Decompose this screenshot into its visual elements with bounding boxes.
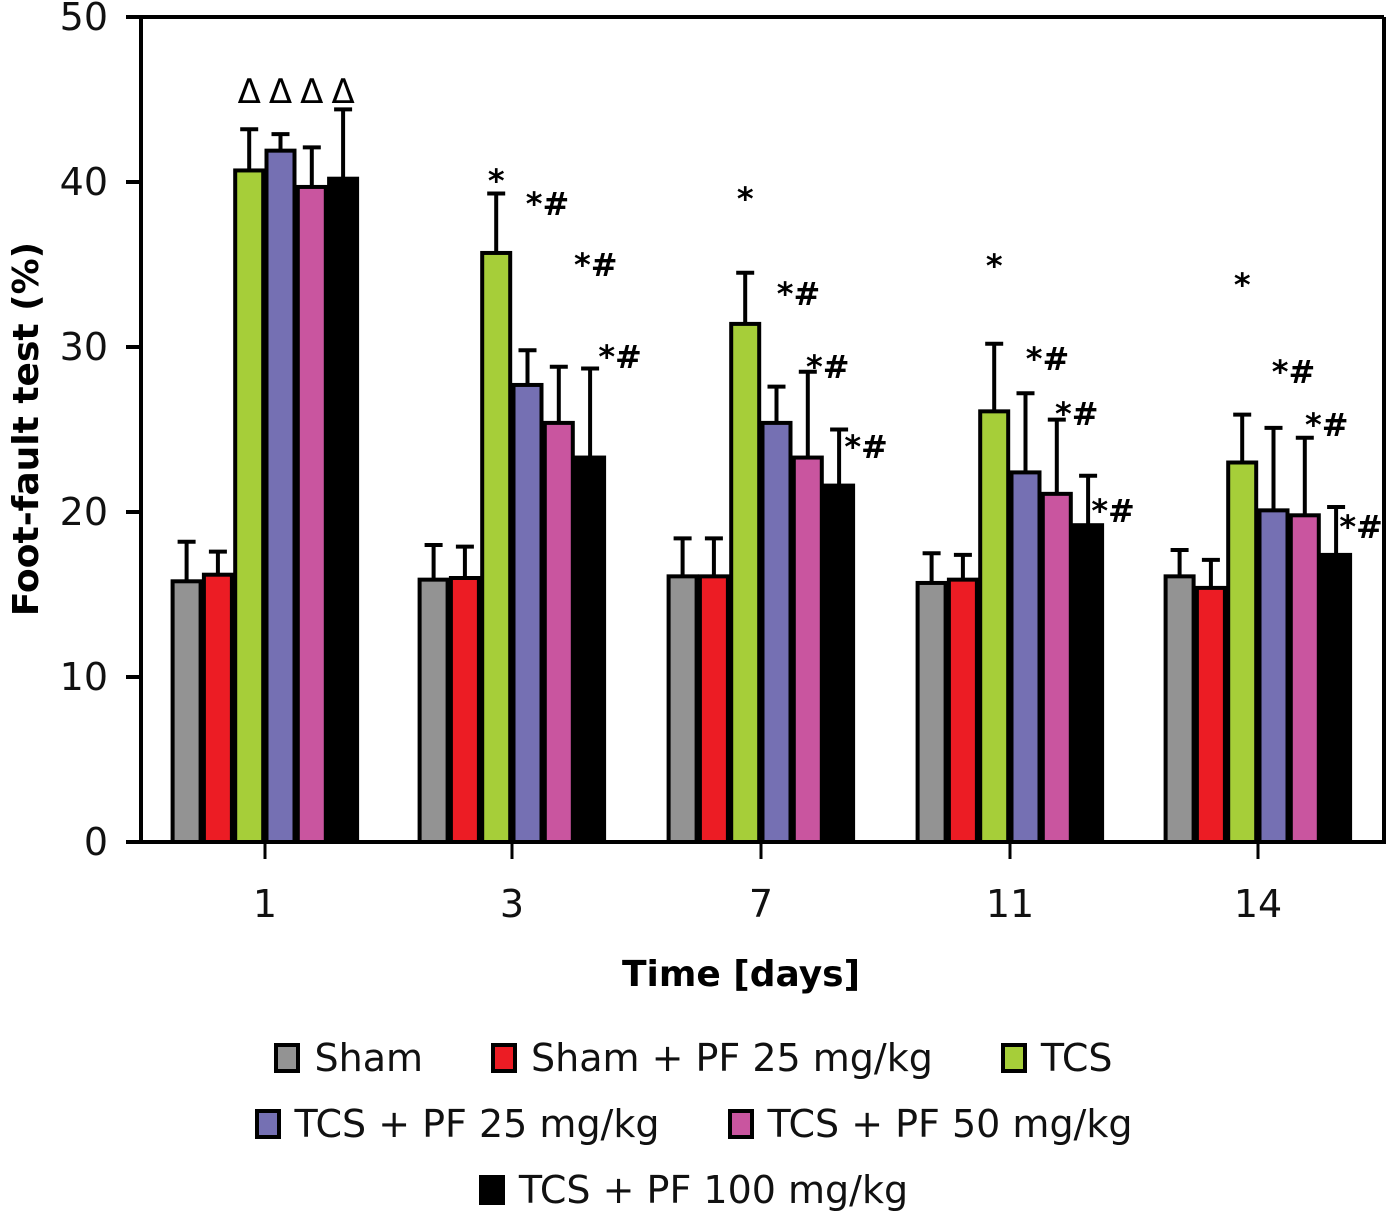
significance-marker: *# xyxy=(844,428,888,466)
significance-marker: *# xyxy=(598,338,642,376)
axes: 0 10 20 30 40 50 1 3 7 11 14 xyxy=(60,0,1386,926)
legend-row: TCS + PF 25 mg/kg TCS + PF 50 mg/kg xyxy=(0,1091,1387,1157)
significance-marker: * xyxy=(1234,266,1251,304)
significance-marker: * xyxy=(737,180,754,218)
y-tick-label: 40 xyxy=(60,160,108,204)
bar xyxy=(666,574,699,844)
legend-label: Sham + PF 25 mg/kg xyxy=(531,1036,933,1080)
bar xyxy=(1194,585,1227,845)
bar xyxy=(170,579,203,844)
delta-annotation: Δ xyxy=(269,72,292,112)
legend-row: TCS + PF 100 mg/kg xyxy=(0,1157,1387,1223)
legend-swatch xyxy=(254,1109,281,1139)
bar xyxy=(1163,574,1196,844)
significance-marker: * xyxy=(488,162,505,200)
legend-item: TCS + PF 100 mg/kg xyxy=(478,1168,909,1212)
x-tick-label: 7 xyxy=(749,882,773,926)
bar xyxy=(978,409,1011,844)
bar xyxy=(791,455,824,844)
bar xyxy=(915,580,948,844)
bar xyxy=(946,577,979,845)
bar xyxy=(295,184,328,844)
significance-annotations: Δ Δ Δ Δ**#*#*#**#*#*#**#*#*#**#*#*# xyxy=(238,72,1383,546)
significance-marker: *# xyxy=(777,275,821,313)
bar xyxy=(417,577,450,845)
y-tick-label: 0 xyxy=(84,820,108,864)
y-tick-label: 30 xyxy=(60,325,108,369)
bar xyxy=(1320,552,1353,845)
bar xyxy=(1040,491,1073,844)
legend-item: TCS + PF 50 mg/kg xyxy=(727,1102,1133,1146)
legend-item: Sham + PF 25 mg/kg xyxy=(491,1036,933,1080)
bar xyxy=(448,576,481,844)
bar xyxy=(1072,523,1105,844)
delta-annotation: Δ xyxy=(300,72,323,112)
x-axis-label: Time [days] xyxy=(622,954,860,995)
legend-item: TCS xyxy=(1000,1036,1113,1080)
significance-marker: *# xyxy=(1272,353,1316,391)
error-bars xyxy=(177,107,1346,588)
y-tick-label: 50 xyxy=(60,0,108,39)
bar xyxy=(729,321,762,844)
x-tick-label: 11 xyxy=(986,882,1034,926)
legend-row: Sham Sham + PF 25 mg/kg TCS xyxy=(0,1025,1387,1091)
significance-marker: *# xyxy=(1339,508,1383,546)
x-tick-label: 14 xyxy=(1234,882,1282,926)
bar xyxy=(1009,470,1042,844)
bar xyxy=(697,574,730,844)
y-tick-label: 20 xyxy=(60,490,108,534)
bar xyxy=(511,382,544,844)
bar xyxy=(542,420,575,844)
legend-label: TCS + PF 50 mg/kg xyxy=(767,1102,1133,1146)
legend-swatch xyxy=(1000,1043,1027,1073)
legend-label: TCS + PF 25 mg/kg xyxy=(294,1102,660,1146)
legend-label: TCS + PF 100 mg/kg xyxy=(518,1168,909,1212)
significance-marker: *# xyxy=(1091,492,1135,530)
significance-marker: *# xyxy=(806,348,850,386)
bar xyxy=(264,148,297,844)
bars xyxy=(170,148,1353,845)
legend-item: TCS + PF 25 mg/kg xyxy=(254,1102,660,1146)
bar xyxy=(574,455,607,844)
significance-marker: *# xyxy=(526,185,570,223)
significance-marker: * xyxy=(986,247,1003,285)
legend-label: TCS xyxy=(1040,1036,1113,1080)
bar xyxy=(1288,513,1321,844)
x-tick-label: 3 xyxy=(500,882,524,926)
significance-marker: *# xyxy=(1055,395,1099,433)
bar xyxy=(480,250,513,844)
delta-annotation: Δ xyxy=(331,72,354,112)
y-tick-label: 10 xyxy=(60,655,108,699)
legend-swatch xyxy=(727,1109,754,1139)
bar xyxy=(760,420,793,844)
legend-item: Sham xyxy=(274,1036,423,1080)
legend-swatch xyxy=(478,1175,505,1205)
x-tick-label: 1 xyxy=(253,882,277,926)
significance-marker: *# xyxy=(1026,340,1070,378)
legend: Sham Sham + PF 25 mg/kg TCS TCS + PF 25 mg/… xyxy=(0,1025,1387,1223)
bar xyxy=(201,572,234,844)
legend-swatch xyxy=(491,1043,517,1073)
delta-annotation: Δ xyxy=(238,72,261,112)
significance-marker: *# xyxy=(574,246,618,284)
legend-label: Sham xyxy=(314,1036,423,1080)
bar xyxy=(1226,460,1259,844)
bar xyxy=(327,176,360,844)
bar xyxy=(233,168,266,844)
significance-marker: *# xyxy=(1305,406,1349,444)
y-axis-label: Foot-fault test (%) xyxy=(6,242,47,616)
bar xyxy=(1257,508,1290,844)
legend-swatch xyxy=(274,1043,301,1073)
bar xyxy=(823,483,856,844)
